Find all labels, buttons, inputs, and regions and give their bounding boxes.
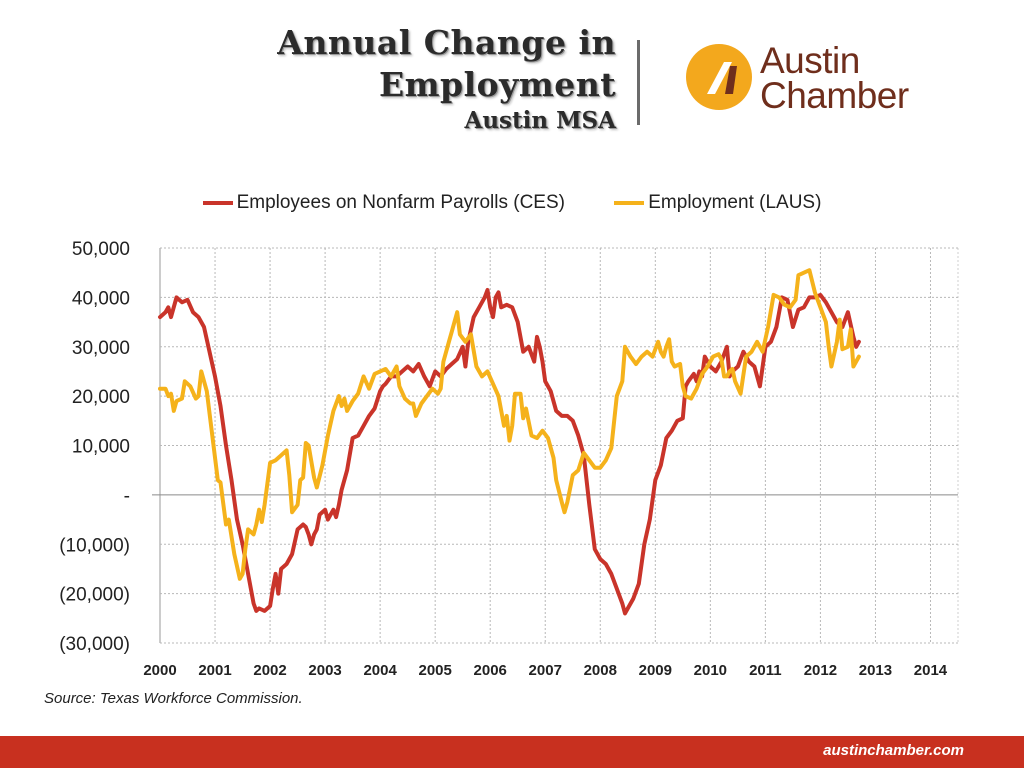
employment-line-chart: 50,000 40,000 30,000 20,000 10,000 - (10,000) (… (59, 239, 959, 679)
source-note: Source: Texas Workforce Commission. (44, 690, 303, 707)
x-tick-label: 2010 (694, 662, 727, 679)
x-tick-label: 2006 (474, 662, 507, 679)
legend-label-ces: Employees on Nonfarm Payrolls (CES) (236, 192, 565, 213)
y-tick-label: 40,000 (72, 288, 130, 309)
x-tick-label: 2011 (749, 662, 782, 679)
x-tick-label: 2002 (253, 662, 286, 679)
slide-title: Annual Change in Employment Austin MSA (277, 22, 616, 136)
legend-swatch-laus (614, 200, 645, 205)
x-tick-label: 2014 (914, 662, 948, 679)
y-tick-label: 10,000 (72, 437, 130, 458)
x-tick-label: 2009 (639, 662, 672, 679)
legend-item-laus: Employment (LAUS) (614, 192, 821, 214)
footer-bar (0, 736, 1024, 768)
legend-label-laus: Employment (LAUS) (648, 192, 822, 213)
y-tick-label: 20,000 (72, 387, 130, 408)
x-tick-label: 2003 (308, 662, 341, 679)
title-line-2: Employment (378, 65, 616, 104)
logo-mark-icon (686, 44, 752, 110)
y-tick-label: 30,000 (72, 338, 130, 359)
title-divider (637, 40, 640, 125)
austin-chamber-logo: Austin Chamber (686, 40, 946, 124)
y-tick-label: - (124, 486, 130, 507)
logo-text: Austin Chamber (760, 40, 909, 116)
legend-swatch-ces (202, 200, 233, 205)
x-tick-label: 2004 (363, 662, 397, 679)
logo-line-2: Chamber (760, 75, 909, 116)
x-tick-label: 2007 (529, 662, 562, 679)
series-line-laus (158, 268, 861, 581)
title-line-1: Annual Change in (277, 23, 616, 62)
y-tick-label: (30,000) (59, 634, 130, 655)
y-tick-label: (10,000) (59, 535, 130, 556)
x-tick-label: 2000 (143, 662, 176, 679)
series-line-ces (158, 288, 861, 616)
x-tick-label: 2013 (859, 662, 892, 679)
chart-legend: Employees on Nonfarm Payrolls (CES) Empl… (0, 192, 1024, 214)
x-tick-label: 2001 (198, 662, 231, 679)
y-tick-label: (20,000) (59, 585, 130, 606)
logo-line-1: Austin (760, 40, 860, 81)
footer-website: austinchamber.com (823, 742, 964, 759)
x-tick-label: 2012 (804, 662, 837, 679)
title-subtitle: Austin MSA (464, 107, 616, 134)
legend-item-ces: Employees on Nonfarm Payrolls (CES) (202, 192, 565, 214)
x-tick-label: 2005 (418, 662, 451, 679)
y-tick-label: 50,000 (72, 239, 130, 260)
x-tick-label: 2008 (584, 662, 617, 679)
